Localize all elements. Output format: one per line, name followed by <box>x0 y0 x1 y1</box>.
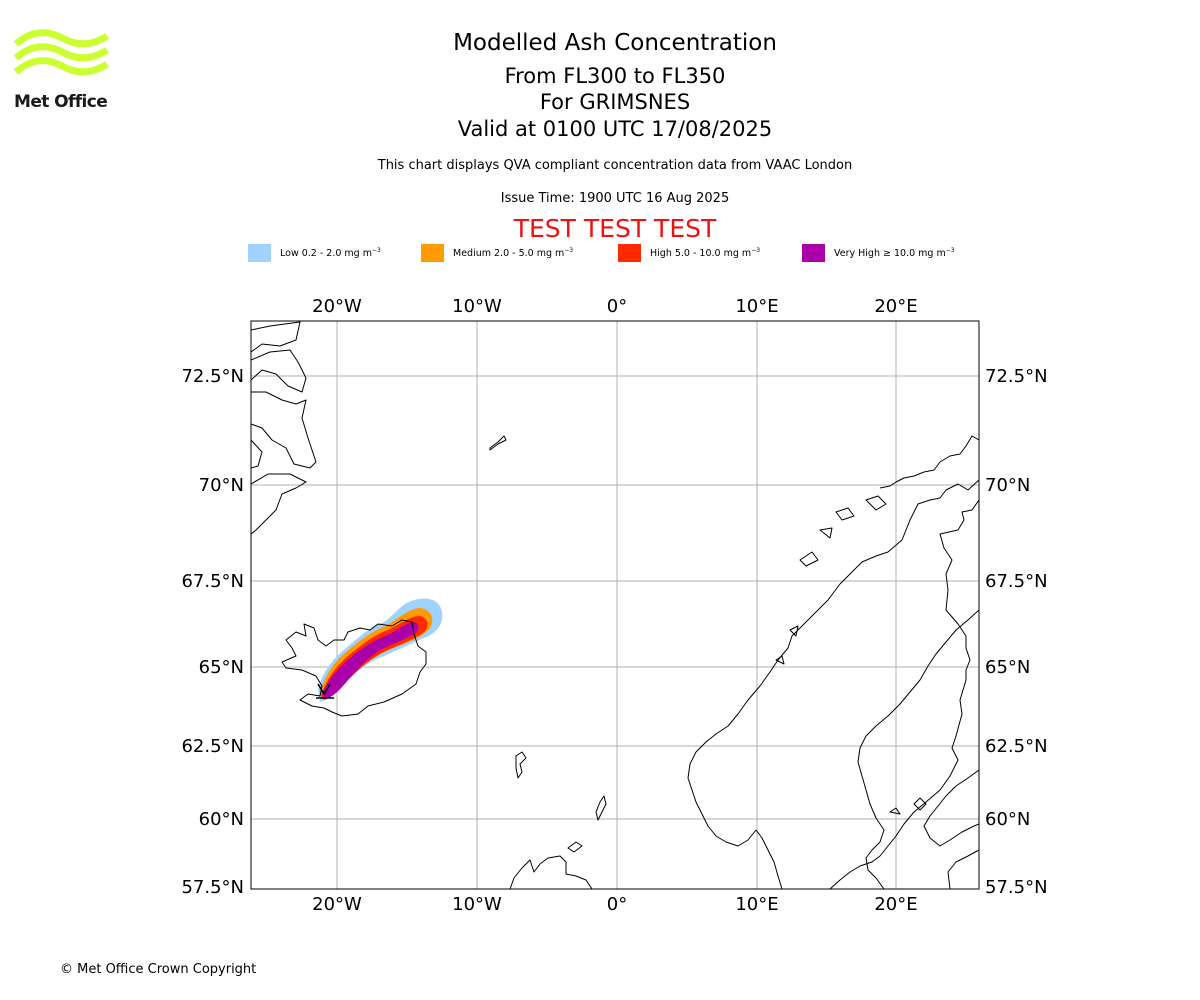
copyright-notice: © Met Office Crown Copyright <box>60 962 257 977</box>
legend-label-low: Low 0.2 - 2.0 mg m <box>280 248 372 260</box>
lon-label-bottom: 10°E <box>735 894 778 915</box>
met-office-logo <box>13 29 109 76</box>
lon-label-top: 20°E <box>874 296 917 317</box>
lat-label-left: 60°N <box>199 809 244 830</box>
lat-label-right: 62.5°N <box>985 736 1048 757</box>
coast-sweden <box>857 609 979 889</box>
ash-plume-very-high <box>322 622 419 698</box>
legend-unit-exp: −3 <box>372 246 381 254</box>
lat-label-left: 57.5°N <box>181 877 244 898</box>
lon-label-top: 0° <box>607 296 627 317</box>
legend-swatch-low <box>248 244 271 262</box>
lat-label-left: 62.5°N <box>181 736 244 757</box>
coast-shetland <box>595 795 607 821</box>
coast-greenland <box>251 473 307 535</box>
coast-greenland <box>251 349 307 393</box>
coast-norway-islands <box>775 495 887 665</box>
legend-swatch-medium <box>421 244 444 262</box>
valid-time: Valid at 0100 UTC 17/08/2025 <box>457 117 773 141</box>
legend-item-high: High 5.0 - 10.0 mg m−3 <box>618 244 760 262</box>
volcano-marker-icon <box>316 683 334 699</box>
legend-label-very-high: Very High ≥ 10.0 mg m <box>834 248 946 260</box>
lon-label-top: 10°E <box>735 296 778 317</box>
volcano-name: For GRIMSNES <box>539 90 691 114</box>
legend-item-medium: Medium 2.0 - 5.0 mg m−3 <box>421 244 573 262</box>
coast-norway <box>879 435 979 489</box>
coastlines <box>251 321 979 889</box>
lat-label-right: 65°N <box>985 657 1030 678</box>
legend-unit-exp: −3 <box>564 246 574 254</box>
legend-unit-exp: −3 <box>945 246 955 254</box>
lon-label-bottom: 20°E <box>874 894 917 915</box>
lon-label-bottom: 10°W <box>452 894 502 915</box>
lat-label-right: 70°N <box>985 475 1030 496</box>
flight-level-range: From FL300 to FL350 <box>504 64 726 88</box>
legend-swatch-high <box>618 244 641 262</box>
map-frame <box>250 320 980 890</box>
logo-wordmark: Met Office <box>14 92 108 112</box>
legend-label-high: High 5.0 - 10.0 mg m <box>650 248 752 260</box>
lat-label-left: 65°N <box>199 657 244 678</box>
coast-orkney <box>567 841 583 853</box>
coast-baltic <box>947 849 979 889</box>
logo-waves <box>13 29 109 76</box>
lat-label-left: 67.5°N <box>181 571 244 592</box>
test-banner: TEST TEST TEST <box>513 214 717 243</box>
lat-label-left: 70°N <box>199 475 244 496</box>
lat-label-left: 72.5°N <box>181 366 244 387</box>
legend-label-medium: Medium 2.0 - 5.0 mg m <box>453 248 565 260</box>
ash-plume <box>318 598 443 702</box>
coast-iceland <box>281 619 427 717</box>
issue-time: Issue Time: 1900 UTC 16 Aug 2025 <box>500 191 730 206</box>
lon-label-top: 10°W <box>452 296 502 317</box>
coast-greenland <box>251 439 263 469</box>
lat-label-right: 60°N <box>985 809 1030 830</box>
coast-greenland <box>251 391 317 469</box>
lon-label-top: 20°W <box>312 296 362 317</box>
legend-swatch-very-high <box>802 244 825 262</box>
legend-item-very-high: Very High ≥ 10.0 mg m−3 <box>802 244 955 262</box>
lat-label-right: 57.5°N <box>985 877 1048 898</box>
coast-norway <box>829 499 979 889</box>
coast-norway <box>687 479 979 889</box>
coast-finland <box>923 769 979 847</box>
gridlines <box>251 321 979 889</box>
legend-unit-exp: −3 <box>751 246 761 254</box>
lon-label-bottom: 0° <box>607 894 627 915</box>
chart-title: Modelled Ash Concentration <box>453 30 777 56</box>
chart-description: This chart displays QVA compliant concen… <box>377 158 853 173</box>
axis-labels: 20°W 10°W 0° 10°E 20°E 20°W 10°W 0° 10°E… <box>181 296 1047 915</box>
coast-jan-mayen <box>489 435 507 451</box>
coast-islands-baltic <box>889 797 927 815</box>
coast-faroe <box>515 751 527 779</box>
lon-label-bottom: 20°W <box>312 894 362 915</box>
legend-item-low: Low 0.2 - 2.0 mg m−3 <box>248 244 381 262</box>
lat-label-right: 67.5°N <box>985 571 1048 592</box>
coast-scotland <box>509 855 593 889</box>
coast-greenland <box>251 321 301 353</box>
lat-label-right: 72.5°N <box>985 366 1048 387</box>
